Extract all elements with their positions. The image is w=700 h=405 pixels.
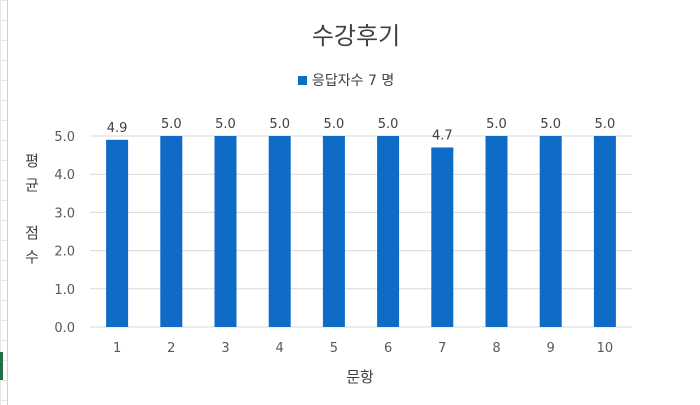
data-label: 5.0: [378, 117, 399, 132]
x-tick-label: 1: [113, 341, 121, 356]
y-tick-label: 1.0: [54, 283, 75, 298]
cell-selection-marker: [0, 352, 3, 380]
x-tick-label: 5: [330, 341, 338, 356]
data-label: 5.0: [595, 117, 616, 132]
y-axis-title-char: 평: [25, 152, 39, 170]
x-tick-label: 8: [492, 341, 500, 356]
y-axis-title-char: 점: [25, 224, 39, 242]
x-axis-ticks: 1 2 3 4 5 6 7 8 9 10: [113, 341, 613, 356]
data-label: 4.7: [432, 128, 453, 143]
x-tick-label: 3: [221, 341, 229, 356]
bar[interactable]: [322, 136, 345, 327]
x-tick-label: 2: [167, 341, 175, 356]
y-axis-ticks: 0.0 1.0 2.0 3.0 4.0 5.0: [54, 130, 75, 336]
x-tick-label: 10: [597, 341, 614, 356]
data-label: 5.0: [540, 117, 561, 132]
data-label: 4.9: [107, 121, 128, 136]
legend-swatch: [298, 76, 307, 85]
bar[interactable]: [160, 136, 183, 327]
y-tick-label: 4.0: [54, 168, 75, 183]
y-tick-label: 5.0: [54, 130, 75, 145]
bar[interactable]: [485, 136, 508, 327]
bar[interactable]: [539, 136, 562, 327]
data-label: 5.0: [215, 117, 236, 132]
y-tick-label: 3.0: [54, 206, 75, 221]
bar[interactable]: [106, 139, 129, 327]
data-label: 5.0: [324, 117, 345, 132]
y-tick-label: 2.0: [54, 245, 75, 260]
y-axis-title-char: 수: [25, 248, 39, 266]
chart-title: 수강후기: [312, 22, 400, 50]
bar[interactable]: [431, 147, 454, 327]
bars: [106, 136, 616, 327]
x-tick-label: 9: [547, 341, 555, 356]
data-label: 5.0: [161, 117, 182, 132]
data-label: 5.0: [269, 117, 290, 132]
bar[interactable]: [214, 136, 237, 327]
bar[interactable]: [268, 136, 291, 327]
data-labels: 4.9 5.0 5.0 5.0 5.0 5.0 4.7 5.0 5.0 5.0: [107, 117, 615, 143]
x-tick-label: 4: [276, 341, 284, 356]
x-axis-title: 문항: [346, 368, 374, 386]
legend[interactable]: 응답자수 7 명: [298, 73, 394, 89]
data-label: 5.0: [486, 117, 507, 132]
x-tick-label: 6: [384, 341, 392, 356]
y-tick-label: 0.0: [54, 321, 75, 336]
bar[interactable]: [377, 136, 400, 327]
legend-label: 응답자수 7 명: [312, 73, 394, 89]
x-tick-label: 7: [438, 341, 446, 356]
y-axis-title-char: 균: [25, 176, 39, 194]
bar[interactable]: [593, 136, 616, 327]
